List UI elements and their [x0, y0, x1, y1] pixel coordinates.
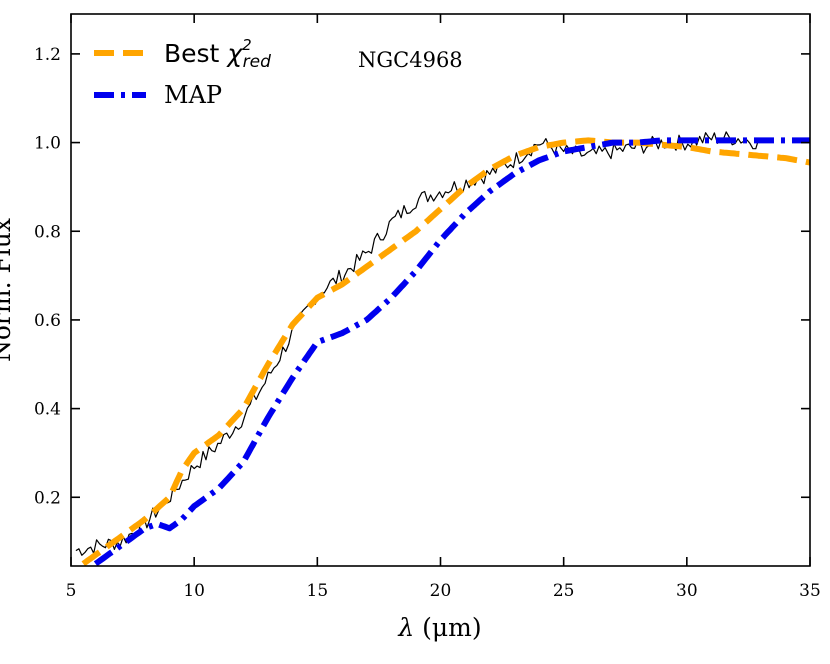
- x-tick-label: 5: [66, 581, 77, 601]
- y-tick-label: 1.0: [34, 134, 61, 154]
- legend-label-best: Best χ2 red: [164, 36, 271, 72]
- y-tick-label: 1.2: [34, 45, 61, 65]
- x-axis-title: λ (μm): [397, 613, 481, 642]
- series-line-2: [93, 137, 810, 566]
- x-tick-label: 15: [307, 581, 329, 601]
- y-tick-label: 0.6: [34, 311, 61, 331]
- legend-label-map: MAP: [164, 81, 222, 109]
- x-tick-label: 25: [553, 581, 575, 601]
- x-tick-label: 20: [430, 581, 452, 601]
- x-tick-label: 30: [676, 581, 698, 601]
- series-layer: [75, 131, 810, 566]
- y-tick-label: 0.8: [34, 222, 61, 242]
- y-axis-title: Norm. Flux: [0, 218, 16, 362]
- series-line-0: [75, 131, 760, 556]
- y-tick-label: 0.4: [34, 400, 61, 420]
- annotation-label: NGC4968: [358, 48, 463, 72]
- series-line-1: [81, 137, 810, 566]
- x-tick-label: 35: [799, 581, 821, 601]
- ticks-layer: 5 10 15 20 25 30 35 0.2 0.4 0.6 0.8 1.0 1.2: [34, 14, 821, 601]
- legend: Best χ2 red MAP: [94, 36, 271, 109]
- x-tick-label: 10: [183, 581, 205, 601]
- y-tick-label: 0.2: [34, 488, 61, 508]
